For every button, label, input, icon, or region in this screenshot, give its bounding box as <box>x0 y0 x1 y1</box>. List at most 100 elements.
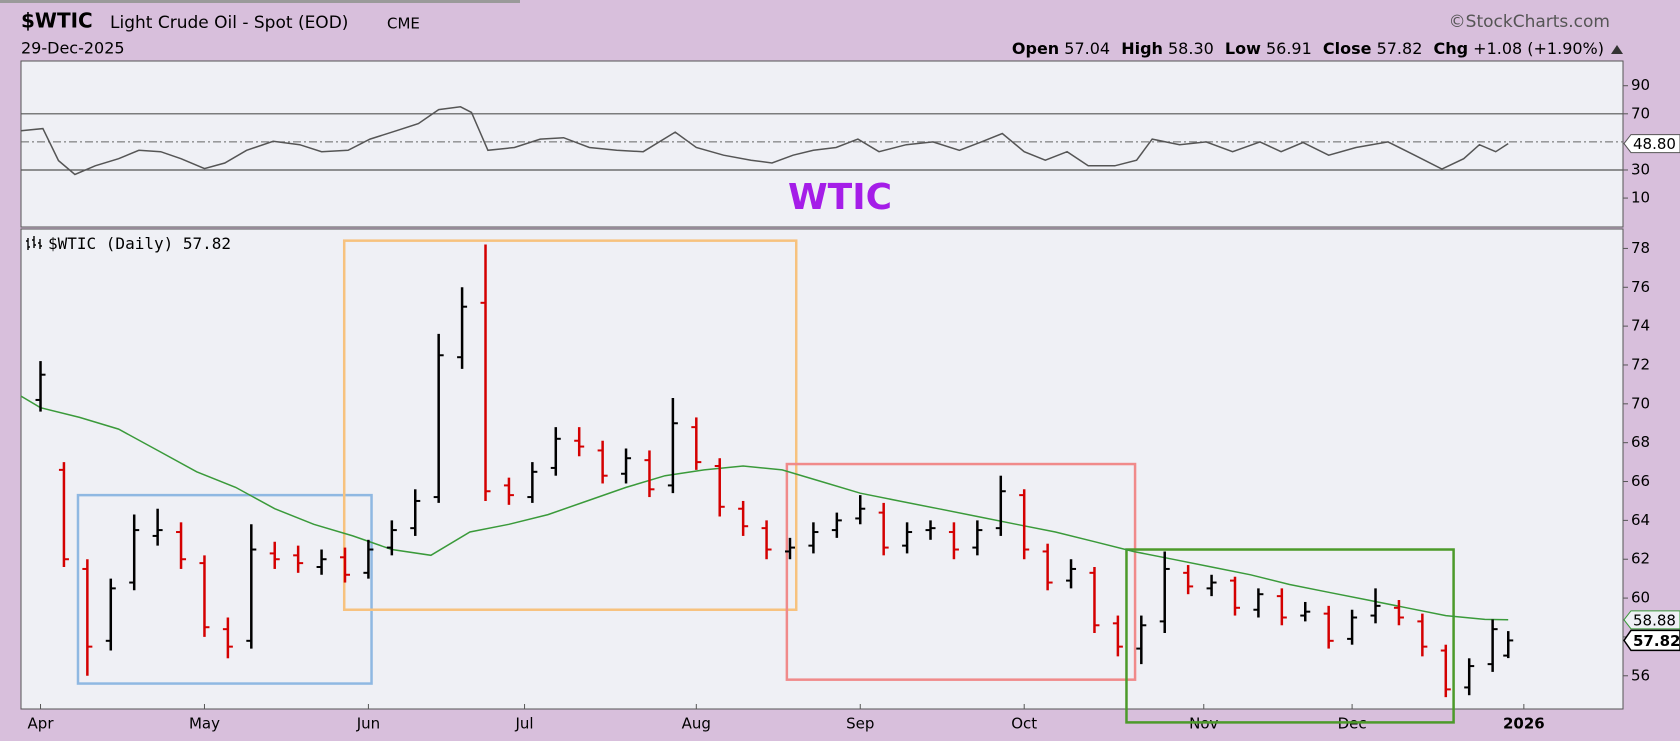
price-bar <box>269 541 280 569</box>
x-tick-label: Aug <box>682 715 711 733</box>
y-tick-label: 72 <box>1631 355 1650 373</box>
price-bar <box>761 520 772 560</box>
price-bar <box>433 333 444 503</box>
panel-label: WTIC <box>788 177 892 218</box>
price-bar <box>105 578 116 651</box>
price-bar <box>363 539 374 579</box>
price-bar <box>1487 619 1498 672</box>
price-bar <box>948 522 959 560</box>
price-bar <box>574 427 585 457</box>
price-bar <box>246 524 257 649</box>
price-bar <box>1206 574 1217 597</box>
price-bar <box>714 458 725 517</box>
quote-line: Open 57.04 High 58.30 Low 56.91 Close 57… <box>1012 39 1604 58</box>
y-tick-label: 66 <box>1631 472 1650 490</box>
price-bar <box>925 520 936 540</box>
y-tick-label: 76 <box>1631 278 1650 296</box>
price-bar <box>1183 565 1194 595</box>
price-bar <box>831 512 842 538</box>
price-bar <box>35 361 46 412</box>
highlight-box <box>785 462 1137 681</box>
legend: $WTIC (Daily) 57.82 <box>26 234 231 253</box>
price-bar <box>129 514 140 591</box>
price-bar <box>1347 609 1358 645</box>
highlight-box <box>76 493 373 685</box>
y-tick-label: 60 <box>1631 589 1650 607</box>
price-bar <box>1300 601 1311 622</box>
rsi-panel <box>20 60 1624 228</box>
chg-value: +1.08 (+1.90%) <box>1473 39 1604 58</box>
legend-text: $WTIC (Daily) 57.82 <box>48 234 231 253</box>
moving-average <box>20 395 1509 621</box>
price-bar <box>902 522 913 554</box>
price-bar <box>1440 644 1451 698</box>
legend-icon <box>26 236 42 250</box>
price-bar <box>316 549 327 575</box>
y-tick-label: 30 <box>1631 160 1650 178</box>
price-bar <box>1112 615 1123 657</box>
y-tick-label: 62 <box>1631 550 1650 568</box>
price-bar <box>1159 551 1170 634</box>
price-bar <box>878 502 889 556</box>
legend-label: $WTIC (Daily) <box>48 234 173 253</box>
price-bar <box>1393 600 1404 626</box>
price-bar <box>527 462 538 503</box>
price-bar <box>808 522 819 554</box>
y-tick-label: 70 <box>1631 394 1650 412</box>
x-tick-label: May <box>189 715 220 733</box>
price-bar <box>82 559 93 676</box>
instrument-name: Light Crude Oil - Spot (EOD) <box>110 13 348 33</box>
price-bar <box>410 489 421 536</box>
ma-last-box <box>1623 610 1680 630</box>
close-label: Close <box>1323 39 1372 58</box>
price-bar <box>386 520 397 556</box>
open-label: Open <box>1012 39 1059 58</box>
highlight-box <box>342 239 798 611</box>
price-bar <box>152 508 163 546</box>
high-label: High <box>1121 39 1163 58</box>
price-bar <box>1019 489 1030 560</box>
x-tick-label: Jul <box>514 715 533 733</box>
low-value: 56.91 <box>1266 39 1312 58</box>
price-bar <box>58 462 69 568</box>
open-value: 57.04 <box>1064 39 1110 58</box>
price-bar <box>550 427 561 476</box>
price-bar <box>597 440 608 484</box>
price-bar <box>667 398 678 494</box>
price-bar <box>738 500 749 536</box>
x-tick-label: Apr <box>28 715 55 733</box>
price-bar <box>621 448 632 484</box>
legend-last: 57.82 <box>183 234 231 253</box>
price-bar <box>293 545 304 573</box>
price-bar <box>176 522 187 569</box>
y-tick-label: 78 <box>1631 239 1650 257</box>
close-value: 57.82 <box>1377 39 1423 58</box>
copyright: ©StockCharts.com <box>1449 12 1610 32</box>
price-bar <box>222 617 233 659</box>
y-tick-label: 74 <box>1631 317 1650 335</box>
close-last-label: 57.82 <box>1633 632 1680 650</box>
top-strip <box>0 0 520 3</box>
price-bar <box>972 520 983 556</box>
last-value-box <box>1623 134 1680 154</box>
up-arrow <box>1611 45 1623 54</box>
price-panel <box>20 228 1624 710</box>
price-bar <box>855 495 866 525</box>
symbol: $WTIC <box>21 9 93 33</box>
price-bar <box>784 537 795 560</box>
price-bar <box>995 475 1006 536</box>
y-tick-label: 56 <box>1631 666 1650 684</box>
close-last-box <box>1623 629 1680 652</box>
price-bar <box>644 450 655 498</box>
highlight-box <box>1125 548 1455 724</box>
chg-label: Chg <box>1433 39 1468 58</box>
y-tick-label: 64 <box>1631 511 1650 529</box>
y-tick-label: 10 <box>1631 189 1650 207</box>
price-bar <box>691 417 702 470</box>
last-value-label: 48.80 <box>1633 135 1676 153</box>
price-bar <box>1229 576 1240 616</box>
price-bar <box>1370 588 1381 624</box>
price-bar <box>1253 588 1264 618</box>
